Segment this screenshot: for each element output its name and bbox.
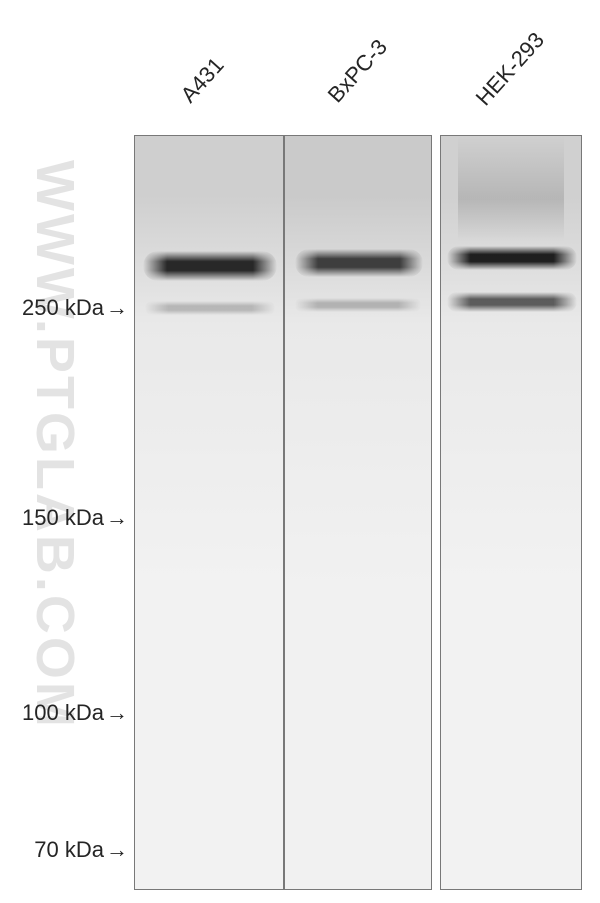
- blot-lane: [134, 135, 284, 890]
- lane-label: HEK-293: [471, 27, 550, 111]
- protein-band: [447, 292, 577, 312]
- lane-separator: [433, 135, 439, 890]
- blot-area: [130, 135, 585, 890]
- blot-lane: [440, 135, 582, 890]
- mw-marker: 250 kDa→: [22, 295, 128, 321]
- mw-marker: 70 kDa→: [34, 837, 128, 863]
- marker-text: 100 kDa: [22, 700, 104, 725]
- lane-label: A431: [176, 52, 230, 108]
- mw-marker: 100 kDa→: [22, 700, 128, 726]
- marker-text: 150 kDa: [22, 505, 104, 530]
- arrow-icon: →: [106, 295, 128, 321]
- marker-text: 70 kDa: [34, 837, 104, 862]
- lane-label: BxPC-3: [323, 34, 393, 108]
- protein-band: [143, 251, 277, 281]
- mw-marker: 150 kDa→: [22, 505, 128, 531]
- watermark: WWW.PTGLAB.COM: [24, 160, 86, 730]
- arrow-icon: →: [106, 505, 128, 531]
- protein-band: [295, 298, 421, 312]
- marker-text: 250 kDa: [22, 295, 104, 320]
- protein-band: [447, 246, 577, 270]
- blot-lane: [284, 135, 432, 890]
- protein-band: [145, 301, 275, 315]
- arrow-icon: →: [106, 837, 128, 863]
- arrow-icon: →: [106, 700, 128, 726]
- lane-smear: [458, 136, 564, 241]
- protein-band: [295, 249, 423, 277]
